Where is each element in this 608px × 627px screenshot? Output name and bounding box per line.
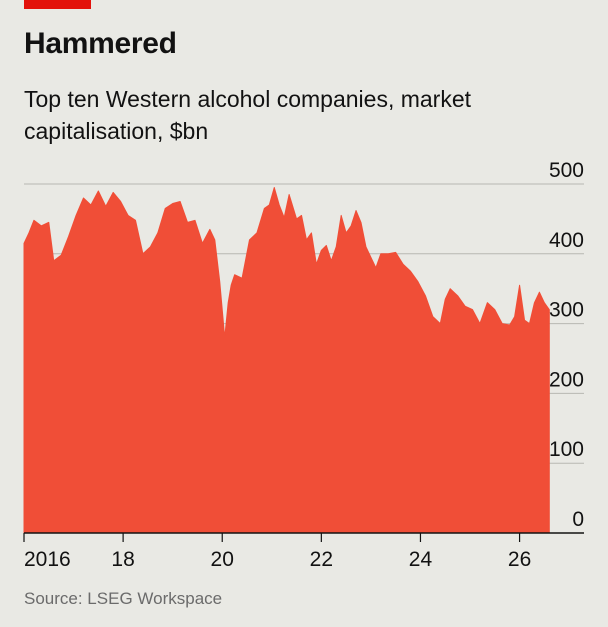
y-tick-label-500: 500: [549, 159, 584, 182]
y-tick-label-300: 300: [549, 299, 584, 322]
y-tick-label-0: 0: [572, 508, 584, 531]
x-tick-label-2016: 2016: [24, 548, 71, 571]
chart-title: Hammered: [24, 27, 177, 60]
market-cap-area: [23, 186, 550, 534]
x-tick-label-2018: 18: [111, 548, 134, 571]
y-tick-label-400: 400: [549, 229, 584, 252]
y-tick-label-200: 200: [549, 368, 584, 391]
y-tick-label-100: 100: [549, 438, 584, 461]
x-tick-label-2020: 20: [211, 548, 234, 571]
chart-subtitle: Top ten Western alcohol companies, marke…: [24, 86, 472, 144]
x-tick-label-2022: 22: [310, 548, 333, 571]
source-note: Source: LSEG Workspace: [24, 589, 223, 608]
x-tick-label-2026: 26: [508, 548, 531, 571]
x-tick-label-2024: 24: [409, 548, 433, 571]
accent-tag: [24, 0, 91, 9]
